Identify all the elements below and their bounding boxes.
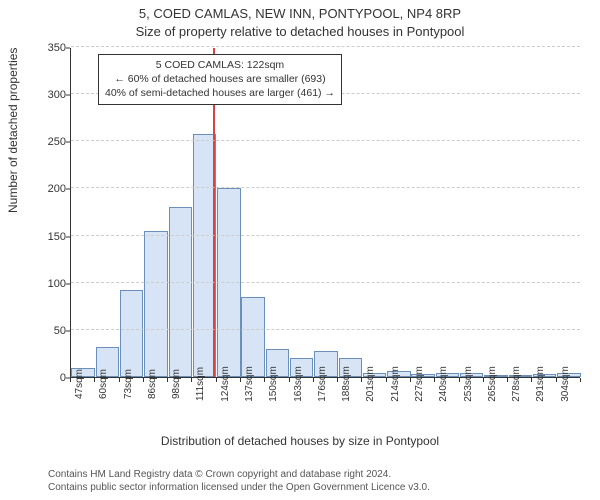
x-tick-mark — [94, 378, 95, 382]
x-tick-label: 253sqm — [463, 366, 474, 402]
y-tick-label: 50 — [36, 325, 66, 337]
y-tick-mark — [66, 236, 70, 237]
histogram-bar — [241, 297, 264, 377]
x-tick-mark — [264, 378, 265, 382]
x-tick-label: 240sqm — [438, 366, 449, 402]
x-tick-label: 124sqm — [220, 366, 231, 402]
y-tick-label: 200 — [36, 183, 66, 195]
annotation-line2: ← 60% of detached houses are smaller (69… — [105, 72, 335, 86]
histogram-bar — [169, 207, 192, 377]
x-tick-label: 201sqm — [365, 366, 376, 402]
title-sub: Size of property relative to detached ho… — [0, 24, 600, 39]
x-tick-label: 150sqm — [268, 366, 279, 402]
x-tick-mark — [289, 378, 290, 382]
x-tick-mark — [531, 378, 532, 382]
x-tick-mark — [410, 378, 411, 382]
y-tick-mark — [66, 189, 70, 190]
x-tick-label: 214sqm — [390, 366, 401, 402]
gridline — [71, 140, 580, 141]
x-tick-label: 291sqm — [535, 366, 546, 402]
x-tick-mark — [143, 378, 144, 382]
x-tick-label: 163sqm — [293, 366, 304, 402]
x-tick-mark — [70, 378, 71, 382]
x-tick-label: 47sqm — [74, 369, 85, 399]
x-axis-label: Distribution of detached houses by size … — [0, 434, 600, 448]
gridline — [71, 282, 580, 283]
x-tick-mark — [556, 378, 557, 382]
y-tick-label: 100 — [36, 278, 66, 290]
x-tick-label: 60sqm — [98, 369, 109, 399]
gridline — [71, 235, 580, 236]
x-tick-mark — [313, 378, 314, 382]
x-tick-label: 137sqm — [244, 366, 255, 402]
y-tick-label: 300 — [36, 89, 66, 101]
x-tick-mark — [167, 378, 168, 382]
y-tick-mark — [66, 48, 70, 49]
x-tick-mark — [507, 378, 508, 382]
x-tick-mark — [119, 378, 120, 382]
histogram-bar — [144, 231, 167, 377]
x-tick-label: 111sqm — [195, 367, 206, 401]
y-tick-mark — [66, 95, 70, 96]
x-tick-label: 227sqm — [414, 366, 425, 402]
x-tick-mark — [191, 378, 192, 382]
x-tick-mark — [580, 378, 581, 382]
histogram-bar — [120, 290, 143, 377]
y-tick-mark — [66, 330, 70, 331]
gridline — [71, 187, 580, 188]
y-tick-label: 250 — [36, 136, 66, 148]
x-tick-mark — [434, 378, 435, 382]
x-tick-label: 176sqm — [317, 366, 328, 402]
annotation-line3: 40% of semi-detached houses are larger (… — [105, 86, 335, 100]
x-tick-label: 98sqm — [171, 369, 182, 399]
x-tick-label: 304sqm — [560, 366, 571, 402]
x-tick-label: 278sqm — [511, 366, 522, 402]
y-tick-label: 350 — [36, 42, 66, 54]
x-tick-label: 73sqm — [123, 369, 134, 399]
x-tick-mark — [459, 378, 460, 382]
x-tick-mark — [386, 378, 387, 382]
footer-line2: Contains public sector information licen… — [48, 481, 592, 494]
x-tick-mark — [483, 378, 484, 382]
annotation-line1: 5 COED CAMLAS: 122sqm — [105, 58, 335, 72]
x-tick-label: 188sqm — [341, 366, 352, 402]
y-tick-label: 0 — [36, 372, 66, 384]
chart-root: 5, COED CAMLAS, NEW INN, PONTYPOOL, NP4 … — [0, 0, 600, 500]
footer-line1: Contains HM Land Registry data © Crown c… — [48, 468, 592, 481]
histogram-bar — [217, 188, 240, 377]
y-tick-label: 150 — [36, 231, 66, 243]
title-main: 5, COED CAMLAS, NEW INN, PONTYPOOL, NP4 … — [0, 6, 600, 21]
x-tick-label: 265sqm — [487, 366, 498, 402]
x-tick-mark — [240, 378, 241, 382]
x-tick-mark — [337, 378, 338, 382]
x-tick-mark — [216, 378, 217, 382]
gridline — [71, 329, 580, 330]
footer: Contains HM Land Registry data © Crown c… — [48, 468, 592, 494]
x-tick-mark — [361, 378, 362, 382]
y-tick-mark — [66, 142, 70, 143]
gridline — [71, 46, 580, 47]
x-tick-label: 86sqm — [147, 369, 158, 399]
y-axis-label: Number of detached properties — [6, 48, 20, 213]
annotation-box: 5 COED CAMLAS: 122sqm ← 60% of detached … — [98, 54, 342, 105]
y-tick-mark — [66, 283, 70, 284]
